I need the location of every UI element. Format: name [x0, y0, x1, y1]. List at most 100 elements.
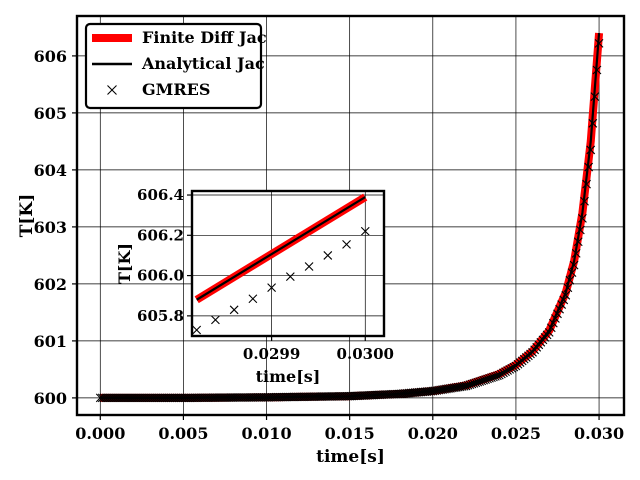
- inset-y-axis-label: T[K]: [115, 243, 134, 284]
- gmres-marker-stroke: [451, 383, 461, 392]
- inset-gmres-marker: [323, 251, 333, 260]
- gmres-marker-stroke: [422, 387, 432, 396]
- gmres-marker-stroke: [367, 390, 377, 400]
- gmres-marker-stroke: [323, 251, 333, 260]
- gmres-marker-stroke: [565, 275, 575, 285]
- main-y-tick-label: 600: [34, 389, 67, 408]
- gmres-marker: [586, 145, 596, 155]
- gmres-marker-stroke: [559, 295, 569, 305]
- gmres-marker: [503, 366, 513, 375]
- inset-gmres-marker: [229, 305, 239, 315]
- gmres-marker-stroke: [361, 391, 371, 400]
- gmres-marker-stroke: [408, 388, 418, 398]
- gmres-marker-stroke: [546, 323, 556, 333]
- gmres-marker-stroke: [509, 362, 519, 372]
- gmres-marker-stroke: [428, 386, 438, 396]
- gmres-marker-stroke: [418, 387, 428, 397]
- gmres-marker-stroke: [501, 367, 510, 377]
- gmres-marker-stroke: [342, 239, 351, 249]
- gmres-marker-stroke: [592, 65, 602, 75]
- gmres-marker: [507, 363, 517, 373]
- gmres-marker-stroke: [569, 260, 579, 270]
- gmres-marker-stroke: [432, 386, 442, 395]
- gmres-marker: [588, 118, 598, 128]
- gmres-marker: [594, 38, 604, 48]
- gmres-marker-stroke: [571, 249, 581, 258]
- gmres-marker-stroke: [377, 390, 386, 400]
- gmres-marker: [569, 260, 579, 270]
- main-y-axis-label: T[K]: [17, 194, 37, 238]
- main-x-tick-label: 0.020: [408, 424, 458, 443]
- main-y-tick-label: 606: [34, 47, 67, 66]
- inset-y-tick-label: 606.2: [137, 226, 184, 244]
- gmres-marker: [571, 249, 581, 258]
- gmres-marker-stroke: [446, 383, 455, 393]
- gmres-marker-stroke: [594, 38, 604, 48]
- gmres-marker-stroke: [455, 382, 465, 392]
- gmres-marker-stroke: [345, 391, 355, 401]
- gmres-marker: [563, 283, 573, 293]
- gmres-marker-stroke: [561, 290, 571, 300]
- gmres-marker-stroke: [499, 368, 508, 378]
- gmres-marker: [573, 237, 583, 247]
- legend-swatch-gmres: [107, 85, 117, 95]
- gmres-marker-stroke: [496, 369, 506, 379]
- gmres-marker-stroke: [453, 382, 463, 392]
- gmres-marker-stroke: [553, 309, 562, 319]
- gmres-marker-stroke: [107, 85, 117, 95]
- gmres-marker-stroke: [404, 388, 414, 398]
- gmres-marker-stroke: [381, 390, 390, 399]
- gmres-marker-stroke: [267, 283, 276, 293]
- gmres-marker-stroke: [424, 387, 434, 396]
- inset-gmres-marker: [267, 283, 276, 293]
- gmres-marker-stroke: [389, 389, 398, 399]
- gmres-marker-stroke: [402, 388, 412, 398]
- legend: Finite Diff Jac Analytical Jac GMRES: [84, 22, 267, 110]
- gmres-marker-stroke: [351, 391, 361, 401]
- gmres-marker-stroke: [555, 304, 564, 314]
- main-series-group: [95, 32, 604, 403]
- main-plot: 0.000 0.005 0.010 0.015 0.020 0.025 0.030 600 60…: [17, 14, 626, 467]
- main-y-tick-label: 602: [34, 275, 67, 294]
- inset-frame: [190, 189, 386, 338]
- gmres-marker-stroke: [357, 391, 367, 401]
- gmres-marker-stroke: [360, 226, 370, 236]
- gmres-marker-stroke: [575, 225, 585, 235]
- gmres-marker: [496, 369, 506, 379]
- gmres-marker-stroke: [457, 382, 467, 391]
- gmres-marker-stroke: [395, 389, 404, 399]
- gmres-marker-stroke: [399, 389, 408, 398]
- main-y-tick-label: 601: [34, 332, 67, 351]
- gmres-marker: [565, 275, 575, 285]
- gmres-marker-stroke: [420, 387, 430, 397]
- gmres-marker-stroke: [211, 315, 220, 325]
- gmres-marker-stroke: [440, 384, 449, 394]
- gmres-marker-stroke: [580, 196, 589, 206]
- inset-gmres-marker: [360, 226, 370, 236]
- gmres-marker: [580, 196, 589, 206]
- gmres-marker-stroke: [406, 388, 416, 398]
- gmres-marker-stroke: [548, 318, 558, 328]
- legend-box: [84, 22, 263, 110]
- main-y-tick-label: 604: [34, 161, 67, 180]
- inset-x-axis-label: time[s]: [256, 367, 321, 386]
- gmres-marker-stroke: [494, 370, 504, 380]
- gmres-marker: [505, 365, 515, 374]
- inset-markers-gmres: [192, 226, 370, 335]
- gmres-marker-stroke: [430, 386, 440, 396]
- gmres-marker: [592, 65, 602, 75]
- inset-gmres-marker: [342, 239, 351, 249]
- gmres-marker-stroke: [410, 388, 420, 397]
- gmres-marker-stroke: [387, 389, 396, 399]
- inset-background: [192, 191, 384, 336]
- legend-label: Finite Diff Jac: [142, 28, 267, 47]
- gmres-marker: [499, 368, 508, 378]
- inset-x-tick-label: 0.0300: [337, 345, 394, 363]
- inset-line-analytical: [196, 196, 366, 301]
- gmres-marker-stroke: [229, 305, 239, 315]
- gmres-marker: [494, 370, 504, 380]
- gmres-marker: [561, 290, 571, 300]
- gmres-marker-stroke: [584, 162, 594, 172]
- inset-x-tick-label: 0.0299: [243, 345, 300, 363]
